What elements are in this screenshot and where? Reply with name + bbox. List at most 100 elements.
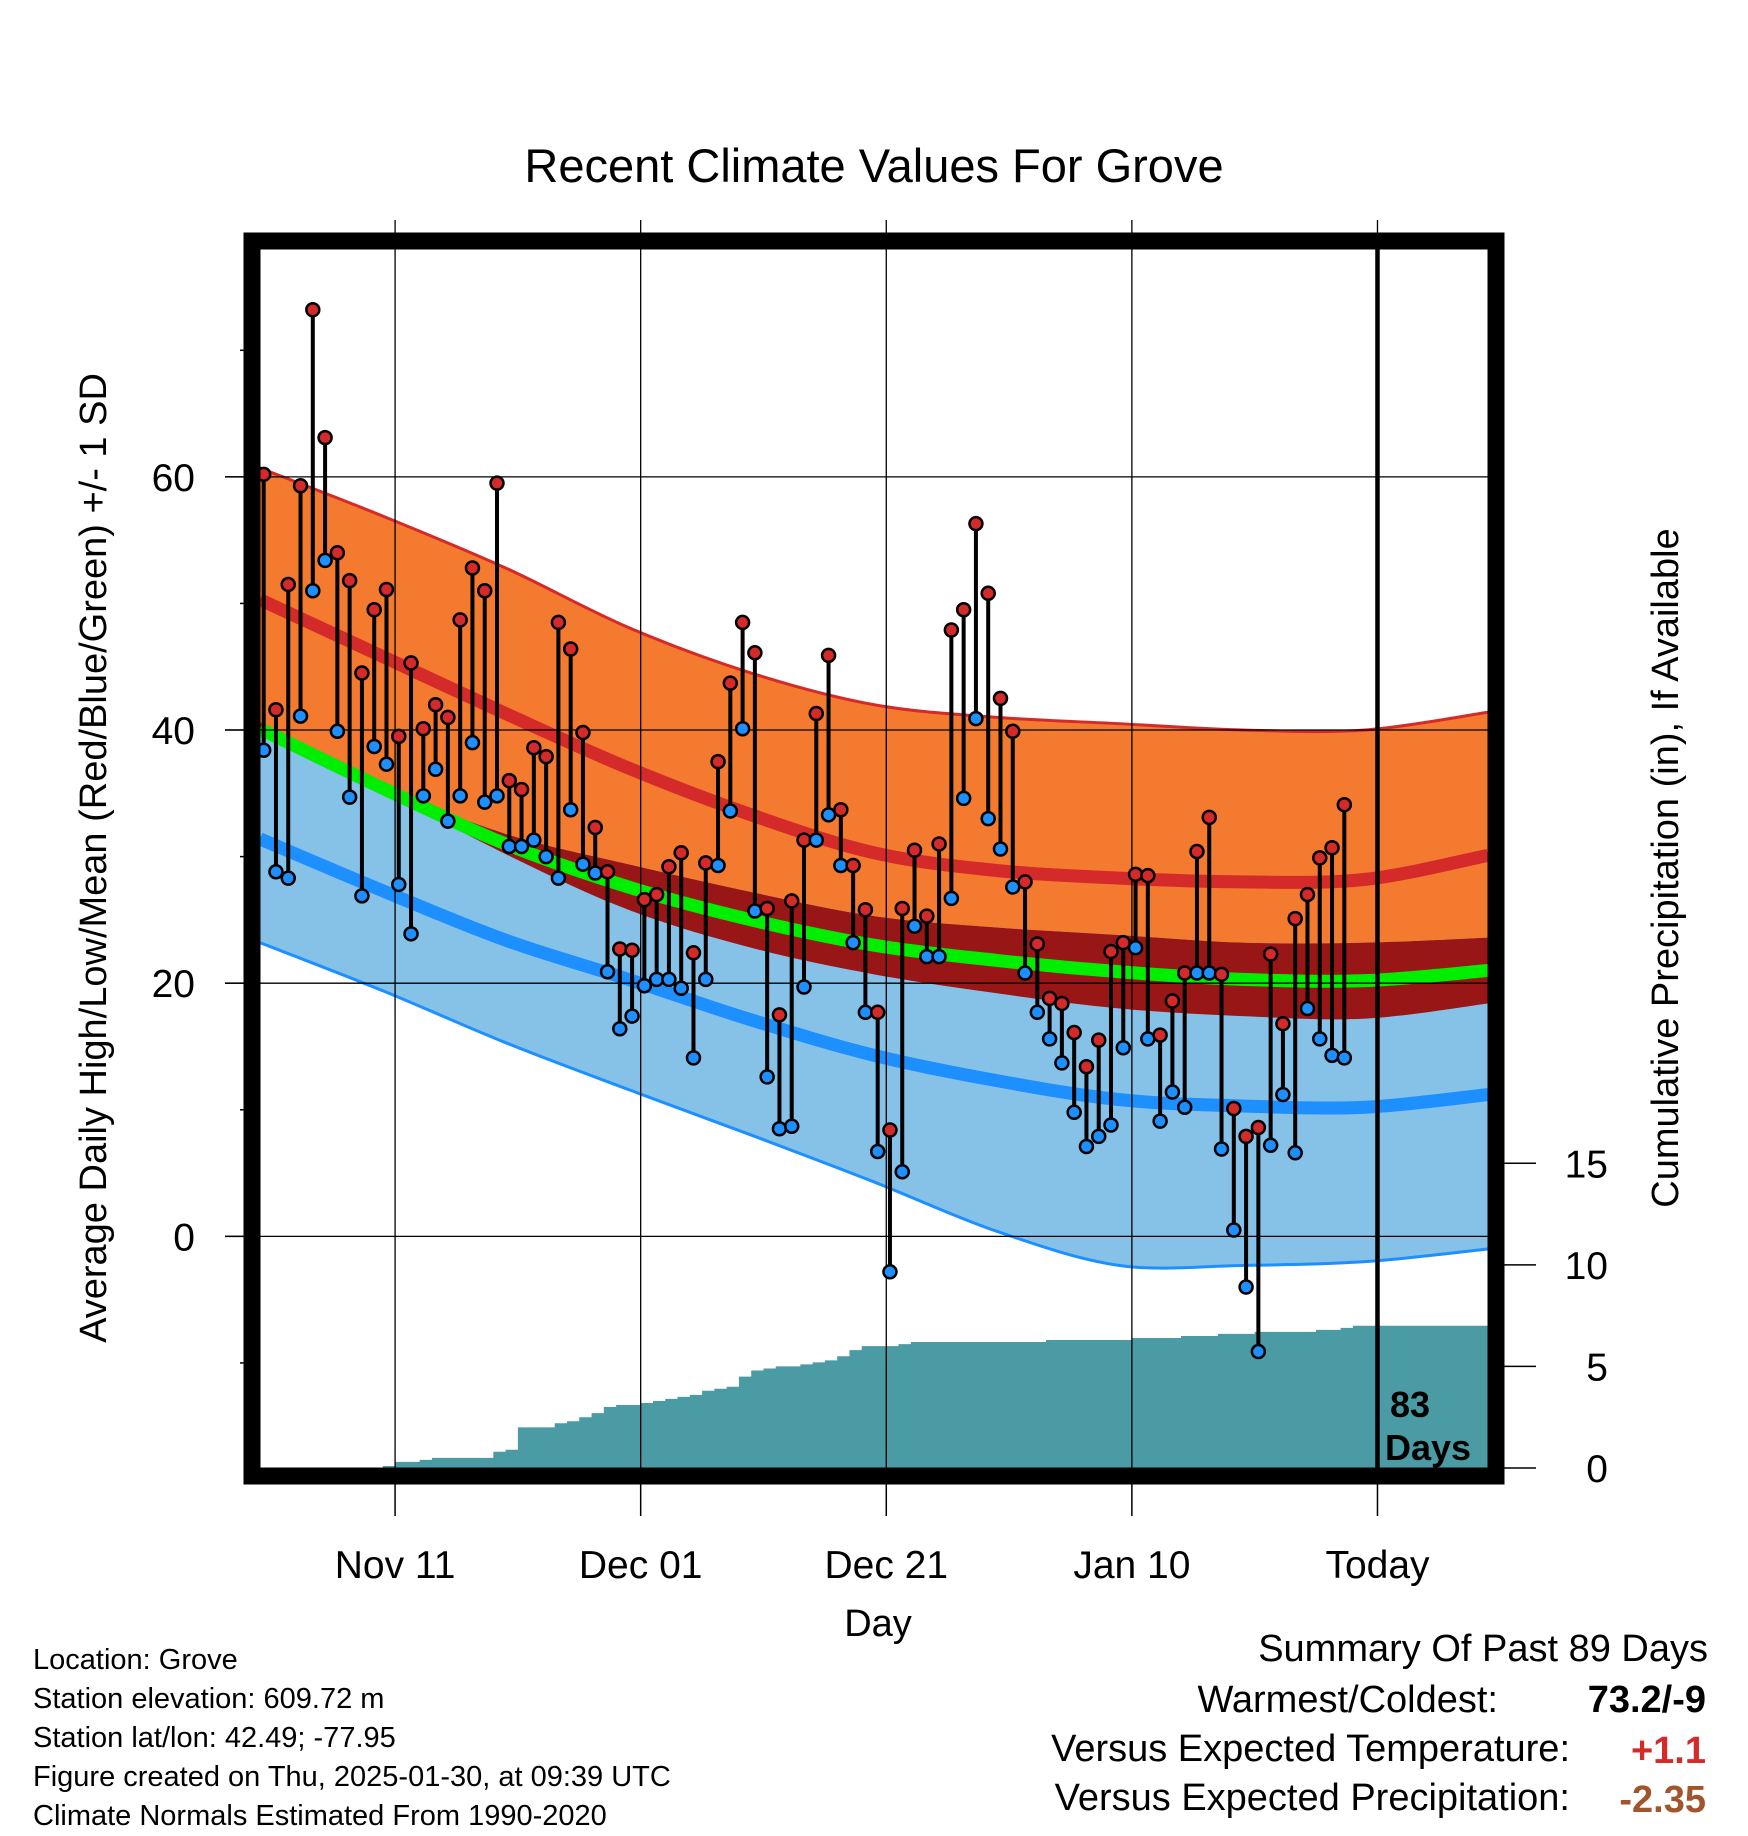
normal-low-line [260, 832, 1488, 1115]
daily-high-point [882, 1122, 898, 1138]
daily-high-point [1164, 993, 1181, 1009]
daily-high-point [1287, 910, 1303, 927]
y2-tick-label: 0 [1586, 1448, 1608, 1491]
daily-low-point [747, 903, 763, 919]
daily-high-point [464, 560, 481, 576]
daily-high-point [526, 739, 542, 756]
daily-low-point [624, 1008, 640, 1024]
info-normals: Climate Normals Estimated From 1990-2020 [33, 1800, 607, 1832]
daily-high-point [403, 655, 419, 671]
summary-precip-value: -2.35 [1619, 1779, 1706, 1821]
daily-high-point [1312, 850, 1328, 866]
daily-high-point [501, 772, 518, 789]
daily-high-point [869, 1004, 886, 1021]
low-lower-edge [260, 941, 1488, 1270]
daily-high-point [980, 585, 996, 602]
daily-high-point [673, 845, 689, 861]
daily-low-point [1164, 1084, 1181, 1100]
daily-low-point [783, 1118, 800, 1134]
daily-low-point [305, 583, 321, 599]
y2-tick-label: 5 [1586, 1346, 1608, 1389]
daily-high-point [341, 572, 358, 589]
y-tick-label: 60 [152, 457, 195, 500]
daily-low-point [1017, 965, 1033, 981]
daily-low-point [391, 876, 407, 893]
daily-low-point [636, 977, 653, 994]
daily-low-point [968, 710, 984, 727]
plot-frame [243, 232, 1505, 1485]
daily-low-point [661, 971, 677, 988]
daily-high-point [906, 842, 923, 859]
daily-high-point [710, 753, 726, 770]
daily-low-point [317, 552, 333, 569]
daily-high-point [931, 836, 947, 852]
info-created: Figure created on Thu, 2025-01-30, at 09… [33, 1761, 671, 1793]
info-latlon: Station lat/lon: 42.49; -77.95 [33, 1722, 396, 1754]
daily-low-point [759, 1069, 775, 1085]
daily-high-point [1324, 839, 1340, 856]
x-tick-label: Dec 01 [579, 1544, 703, 1587]
x-tick-label: Jan 10 [1073, 1544, 1190, 1587]
y2-tick-label: 15 [1565, 1143, 1608, 1186]
daily-low-point [1041, 1031, 1058, 1047]
daily-low-point [1176, 1099, 1193, 1115]
daily-high-point [1336, 796, 1353, 813]
summary-warmest-value: 73.2/-9 [1587, 1679, 1706, 1721]
daily-high-point [415, 721, 432, 737]
daily-high-point [427, 696, 444, 713]
daily-high-point [698, 855, 714, 871]
daily-high-point [452, 612, 468, 628]
daily-low-point [1238, 1279, 1254, 1295]
daily-high-point [1127, 866, 1144, 883]
daily-low-point [1275, 1086, 1291, 1103]
daily-high-point [354, 665, 370, 681]
daily-low-point [260, 742, 272, 759]
daily-low-point [1090, 1128, 1107, 1145]
daily-low-point [943, 890, 960, 907]
daily-high-point [992, 690, 1009, 707]
daily-high-point [919, 908, 935, 924]
daily-high-point [857, 902, 874, 918]
daily-high-point [366, 602, 382, 618]
daily-high-point [587, 819, 603, 836]
daily-high-point [1078, 1058, 1095, 1075]
daily-high-point [268, 702, 284, 718]
daily-low-point [685, 1050, 702, 1066]
daily-high-point [1226, 1100, 1242, 1117]
daily-low-point [476, 794, 493, 810]
daily-low-point [464, 734, 481, 751]
daily-low-point [1336, 1050, 1353, 1066]
daily-high-point [440, 709, 456, 726]
daily-low-point [869, 1143, 886, 1160]
chart-title: Recent Climate Values For Grove [524, 139, 1223, 192]
daily-high-point [1090, 1032, 1107, 1048]
daily-low-point [673, 980, 689, 996]
daily-high-point [391, 728, 407, 745]
daily-high-point [894, 900, 910, 917]
summary-heading: Summary Of Past 89 Days [1258, 1628, 1708, 1670]
info-elevation: Station elevation: 609.72 m [33, 1683, 385, 1715]
daily-high-point [1017, 874, 1033, 890]
daily-high-point [292, 477, 309, 494]
daily-low-point [452, 788, 468, 804]
daily-high-point [747, 645, 763, 661]
daily-high-point [489, 475, 505, 491]
daily-low-point [1066, 1104, 1082, 1121]
daily-high-point [734, 614, 751, 631]
daily-high-point [317, 429, 333, 446]
daily-low-point [415, 788, 432, 804]
daily-high-point [722, 675, 739, 691]
daily-high-point [599, 864, 616, 880]
daily-high-point [575, 724, 591, 741]
daily-high-point [1054, 995, 1070, 1012]
normal-mean-line [260, 722, 1488, 988]
daily-low-point [698, 971, 714, 988]
daily-high-point [1189, 843, 1205, 860]
daily-low-point [526, 832, 542, 848]
daily-high-point [305, 302, 321, 318]
daily-low-point [980, 810, 996, 827]
daily-high-point [845, 857, 861, 874]
today-days-label: 83 [1390, 1384, 1430, 1425]
daily-low-point [771, 1121, 788, 1137]
daily-low-point [587, 865, 603, 881]
